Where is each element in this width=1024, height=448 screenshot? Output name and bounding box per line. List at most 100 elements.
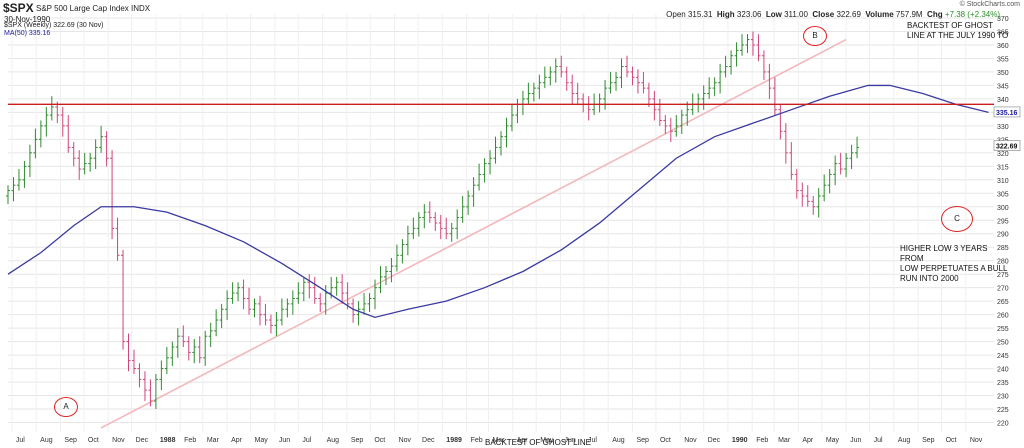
y-tick-label: 320: [997, 151, 1009, 158]
x-tick-label: Jun: [564, 437, 575, 444]
open-label: Open: [666, 10, 686, 19]
x-tick-label: Aug: [898, 437, 911, 444]
low-value: 311.00: [784, 10, 808, 19]
annotation-higher-low: HIGHER LOW 3 YEARS FROM LOW PERPETUATES …: [900, 244, 1008, 283]
volume-value: 757.9M: [895, 10, 923, 19]
y-tick-label: 225: [997, 407, 1009, 414]
y-tick-label: 360: [997, 43, 1009, 50]
y-tick-label: 275: [997, 272, 1009, 279]
y-tick-label: 300: [997, 205, 1009, 212]
price-legend: $SPX (Weekly) 322.69 (30 Nov): [4, 22, 104, 29]
y-tick-label: 280: [997, 259, 1009, 266]
x-tick-label: 1988: [160, 437, 176, 444]
x-tick-label: Oct: [946, 437, 957, 444]
x-axis: Jul Aug Sep Oct Nov Dec 1988 Feb Mar Apr May Jun Jul…: [16, 437, 983, 444]
y-tick-label: 310: [997, 178, 1009, 185]
y-tick-label: 270: [997, 286, 1009, 293]
ohlc-readout: Open 315.31 High 323.06 Low 311.00 Close…: [666, 10, 1000, 19]
x-tick-label: Feb: [471, 437, 483, 444]
x-tick-label: Apr: [802, 437, 814, 444]
y-tick-label: 285: [997, 245, 1009, 252]
open-value: 315.31: [687, 10, 713, 19]
x-tick-label: May: [826, 437, 840, 444]
x-tick-label: Jul: [588, 437, 597, 444]
chg-value: +7.38 (+2.34%): [944, 10, 1000, 19]
ma50-polyline: [7, 84, 989, 319]
x-tick-label: 1990: [732, 437, 748, 444]
y-tick-label: 365: [997, 29, 1009, 36]
x-tick-label: Aug: [612, 437, 625, 444]
circle-marker-c: C: [941, 206, 973, 232]
x-tick-label: Nov: [684, 437, 697, 444]
x-tick-label: Aug: [327, 437, 340, 444]
x-tick-label: Feb: [756, 437, 768, 444]
x-tick-label: Dec: [422, 437, 435, 444]
x-tick-label: Jul: [874, 437, 883, 444]
x-tick-label: Mar: [778, 437, 791, 444]
ma-price-tag-text: 335.16: [996, 110, 1018, 117]
y-tick-label: 295: [997, 218, 1009, 225]
x-tick-label: Feb: [184, 437, 196, 444]
x-tick-label: Nov: [970, 437, 983, 444]
x-tick-label: May: [540, 437, 554, 444]
last-price-tag-text: 322.69: [996, 144, 1018, 151]
x-tick-label: 1989: [446, 437, 462, 444]
y-tick-label: 255: [997, 326, 1009, 333]
y-tick-label: 345: [997, 83, 1009, 90]
y-tick-label: 235: [997, 380, 1009, 387]
x-tick-label: Aug: [40, 437, 53, 444]
y-tick-label: 220: [997, 421, 1009, 428]
x-tick-label: Mar: [492, 437, 505, 444]
last-price-tag-box: [993, 140, 1021, 151]
x-tick-label: Dec: [136, 437, 149, 444]
ma-price-tag-box: [993, 106, 1021, 118]
x-tick-label: Mar: [207, 437, 220, 444]
ma-legend: MA(50) 335.16: [4, 30, 51, 37]
volume-label: Volume: [865, 10, 894, 19]
y-tick-label: 350: [997, 70, 1009, 77]
annotation-backtest: BACKTEST OF GHOST LINE AT THE JULY 1990 …: [907, 21, 1009, 40]
x-tick-label: Sep: [636, 437, 649, 444]
copyright-text: © StockCharts.com: [959, 1, 1020, 8]
x-tick-label: Jul: [302, 437, 311, 444]
y-tick-label: 305: [997, 191, 1009, 198]
x-tick-label: Oct: [374, 437, 385, 444]
y-tick-label: 245: [997, 353, 1009, 360]
y-tick-label: 370: [997, 16, 1009, 23]
price-tags: 335.16 322.69: [993, 106, 1021, 151]
close-label: Close: [812, 10, 835, 19]
x-tick-label: Jun: [850, 437, 861, 444]
annotation-backtest-cut: BACKTEST OF GHOST LINE: [485, 438, 591, 447]
y-tick-label: 250: [997, 340, 1009, 347]
y-tick-label: 260: [997, 313, 1009, 320]
x-tick-label: May: [255, 437, 269, 444]
high-label: High: [716, 10, 735, 19]
x-tick-label: Jul: [16, 437, 25, 444]
y-tick-label: 265: [997, 299, 1009, 306]
x-tick-label: Oct: [88, 437, 99, 444]
x-tick-label: Jun: [279, 437, 290, 444]
chart-date: 30-Nov-1990: [4, 15, 51, 24]
y-tick-label: 230: [997, 394, 1009, 401]
x-tick-label: Sep: [351, 437, 364, 444]
x-tick-label: Apr: [231, 437, 243, 444]
x-tick-label: Apr: [517, 437, 529, 444]
y-tick-label: 330: [997, 124, 1009, 131]
x-tick-label: Nov: [112, 437, 125, 444]
x-tick-label: Sep: [64, 437, 77, 444]
x-tick-label: Sep: [922, 437, 935, 444]
y-tick-label: 315: [997, 164, 1009, 171]
high-value: 323.06: [736, 10, 762, 19]
x-tick-label: Nov: [399, 437, 412, 444]
y-axis: 220 225 230 235 240 245 250 255 260 265 270 275 280 2…: [997, 16, 1009, 428]
symbol-description: S&P 500 Large Cap Index INDX: [36, 4, 151, 13]
low-label: Low: [765, 10, 782, 19]
moving-average-line: [7, 84, 989, 319]
circle-marker-b: B: [803, 26, 827, 46]
y-tick-label: 290: [997, 232, 1009, 239]
chg-label: Chg: [927, 10, 943, 19]
x-tick-label: Oct: [660, 437, 671, 444]
y-tick-label: 355: [997, 56, 1009, 63]
x-tick-label: Dec: [708, 437, 721, 444]
y-tick-label: 340: [997, 97, 1009, 104]
